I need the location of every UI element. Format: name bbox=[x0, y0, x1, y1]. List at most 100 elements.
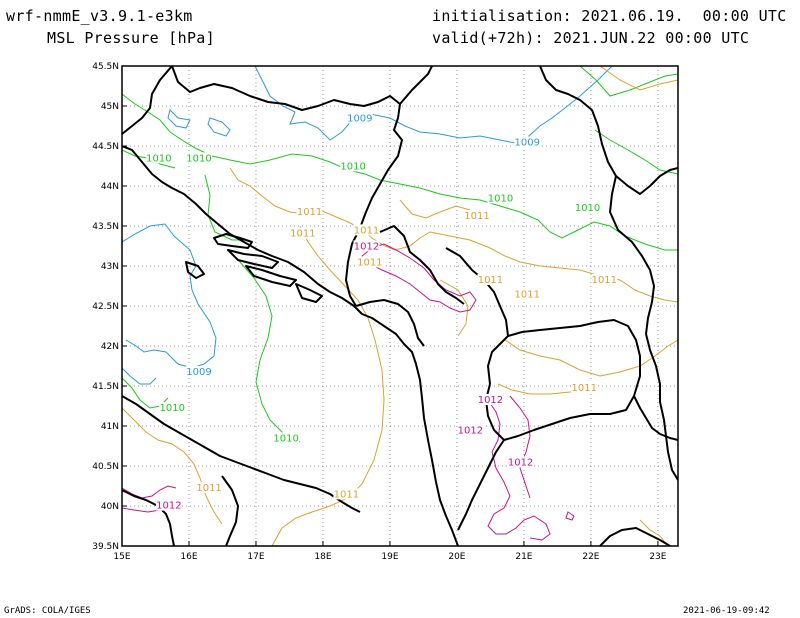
variable-title: MSL Pressure [hPa] bbox=[47, 29, 215, 47]
albania-greece-border bbox=[457, 439, 505, 531]
contour-line bbox=[399, 199, 471, 219]
contour-label-1009: 1009 bbox=[515, 137, 540, 148]
contour-label-1010: 1010 bbox=[160, 403, 185, 414]
contour-label-bg bbox=[186, 152, 213, 164]
lat-tick-label: 40N bbox=[101, 502, 119, 512]
lat-tick-label: 43.5N bbox=[92, 222, 119, 232]
contour-label-bg bbox=[346, 112, 373, 124]
contour-1012 bbox=[122, 243, 575, 541]
bosnia-montenegro-border bbox=[379, 225, 465, 305]
serbia-bulgaria-border bbox=[609, 175, 678, 481]
lat-tick-label: 40.5N bbox=[92, 462, 119, 472]
lon-tick-label: 15E bbox=[113, 552, 130, 562]
contour-label-1010: 1010 bbox=[340, 161, 365, 172]
dalmatian-island-2 bbox=[227, 249, 279, 269]
contour-line bbox=[487, 399, 551, 541]
lat-tick-label: 39.5N bbox=[92, 542, 119, 552]
contour-label-1009: 1009 bbox=[347, 113, 372, 124]
lat-tick-label: 45N bbox=[101, 102, 119, 112]
contour-label-bg bbox=[333, 488, 360, 500]
contour-label-bg bbox=[571, 382, 598, 393]
contour-line bbox=[599, 66, 678, 91]
contour-label-bg bbox=[353, 224, 380, 236]
contour-label-bg bbox=[574, 202, 601, 213]
montenegro-albania-border bbox=[355, 299, 425, 347]
contour-label-bg bbox=[591, 274, 618, 285]
contour-label-1011: 1011 bbox=[571, 383, 596, 394]
contour-line bbox=[122, 485, 177, 499]
contour-label-1011: 1011 bbox=[334, 489, 359, 500]
contour-line bbox=[439, 279, 469, 337]
contour-line bbox=[122, 407, 223, 525]
contour-label-1011: 1011 bbox=[290, 229, 315, 240]
contour-label-1012: 1012 bbox=[156, 501, 181, 512]
contour-label-bg bbox=[477, 274, 504, 285]
contour-labels: 1009 1009 1009 1010 1010 1010 1010 1010 1010 1010… bbox=[145, 112, 618, 512]
contour-line bbox=[254, 66, 613, 145]
greece-bulgaria-border bbox=[633, 395, 678, 441]
contour-line bbox=[122, 223, 217, 369]
contour-line bbox=[204, 174, 248, 241]
contour-label-bg bbox=[464, 210, 491, 221]
hungary-croatia-border bbox=[122, 66, 173, 135]
contour-label-1011: 1011 bbox=[196, 483, 221, 494]
lat-tick-label: 41N bbox=[101, 422, 119, 432]
lon-tick-label: 21E bbox=[515, 552, 532, 562]
lat-tick-label: 42N bbox=[101, 342, 119, 352]
contour-label-1010: 1010 bbox=[273, 433, 298, 444]
lon-tick-label: 17E bbox=[247, 552, 264, 562]
contour-line bbox=[122, 507, 161, 513]
contour-label-1011: 1011 bbox=[478, 275, 503, 286]
kosovo-border bbox=[445, 247, 509, 385]
lon-tick-label: 23E bbox=[649, 552, 666, 562]
contour-label-bg bbox=[457, 424, 484, 436]
contour-label-bg bbox=[159, 402, 186, 413]
contour-label-1012: 1012 bbox=[354, 241, 379, 252]
contour-label-1012: 1012 bbox=[478, 395, 503, 406]
contour-label-1011: 1011 bbox=[464, 211, 489, 222]
lat-tick-label: 42.5N bbox=[92, 302, 119, 312]
contour-line bbox=[565, 511, 575, 521]
contour-label-bg bbox=[487, 192, 514, 204]
model-title: wrf-nmmE_v3.9.1-e3km bbox=[6, 7, 193, 25]
dalmatian-island-3 bbox=[185, 261, 205, 279]
contour-label-bg bbox=[145, 152, 172, 164]
contour-label-1011: 1011 bbox=[297, 207, 322, 218]
contour-label-bg bbox=[289, 227, 316, 239]
contour-line bbox=[504, 339, 678, 377]
lon-tick-label: 18E bbox=[314, 552, 331, 562]
contour-line bbox=[594, 129, 678, 175]
contour-line bbox=[122, 93, 678, 251]
contour-label-bg bbox=[353, 240, 380, 252]
lon-tick-label: 20E bbox=[448, 552, 465, 562]
contour-label-1012: 1012 bbox=[458, 425, 483, 436]
contour-line bbox=[579, 66, 678, 97]
contour-line bbox=[227, 249, 301, 443]
contour-line bbox=[361, 243, 477, 313]
contour-line bbox=[167, 109, 191, 129]
contour-label-bg bbox=[514, 288, 541, 300]
dalmatian-island-4 bbox=[245, 265, 297, 287]
lat-tick-label: 44.5N bbox=[92, 142, 119, 152]
contour-label-1010: 1010 bbox=[575, 203, 600, 214]
contour-line bbox=[122, 367, 157, 385]
italy-coast bbox=[122, 395, 361, 513]
italy-south-coast bbox=[122, 489, 175, 546]
lon-tick-label: 16E bbox=[180, 552, 197, 562]
serbia-romania-border bbox=[539, 66, 678, 195]
contour-label-1011: 1011 bbox=[357, 257, 382, 268]
contour-label-1011: 1011 bbox=[592, 275, 617, 286]
dalmatian-island-1 bbox=[213, 233, 253, 249]
contour-line bbox=[509, 395, 531, 499]
contour-label-1010: 1010 bbox=[186, 153, 211, 164]
serbia-bosnia-border bbox=[399, 66, 433, 105]
lat-tick-label: 45.5N bbox=[92, 62, 119, 72]
contour-label-bg bbox=[477, 394, 504, 405]
contour-label-bg bbox=[196, 482, 223, 493]
lon-tick-label: 19E bbox=[381, 552, 398, 562]
dalmatian-island-5 bbox=[295, 283, 323, 303]
lat-tick-label: 41.5N bbox=[92, 382, 119, 392]
contour-label-bg bbox=[273, 432, 300, 444]
lat-tick-label: 44N bbox=[101, 182, 119, 192]
contour-label-bg bbox=[340, 160, 367, 172]
